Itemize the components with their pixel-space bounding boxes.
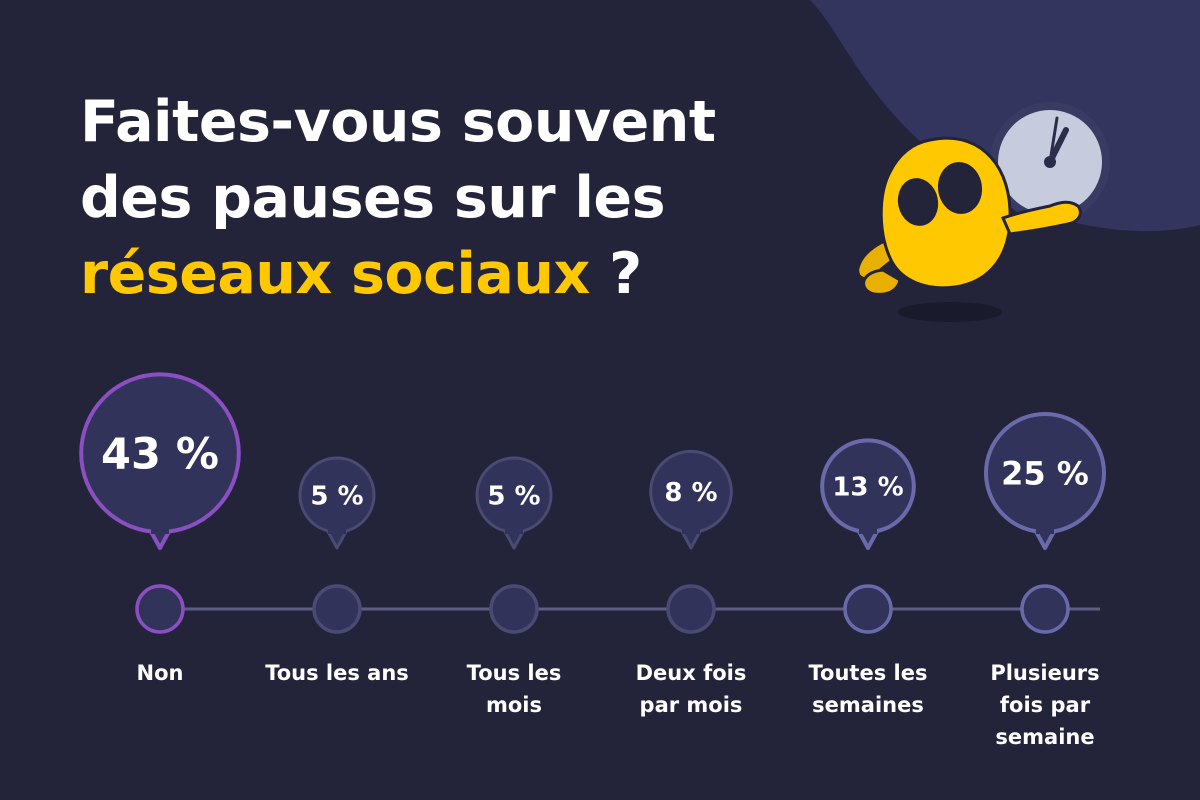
bubble-pointer-join [505,520,523,534]
category-label-line: Plusieurs [990,661,1100,685]
category-label-line: Toutes les [808,661,928,685]
category-label: Toutes les semaines [793,657,943,721]
yellow-ghost-mascot-icon [856,136,1082,296]
category-label-line: semaine [995,725,1095,749]
category-label-line: fois par [999,693,1091,717]
timeline-node [489,584,539,634]
value-label: 8 % [664,478,717,508]
value-label: 43 % [101,430,219,480]
title-suffix: ? [609,241,642,307]
category-label-line: semaines [812,693,924,717]
title-line-2: des pauses sur les [80,165,666,231]
category-label: Deux fois par mois [616,657,766,721]
value-label: 5 % [487,481,540,511]
category-label: Tous les ans [262,657,412,689]
bubble-pointer-join [151,520,169,534]
category-label-line: par mois [639,693,743,717]
category-label-line: Tous les ans [265,661,409,685]
category-label: Tous les mois [439,657,589,721]
title-line-1: Faites-vous souvent [80,89,716,155]
category-label: Non [85,657,235,689]
title-line-3: réseaux sociaux ? [80,236,716,312]
value-label: 5 % [310,481,363,511]
page-title: Faites-vous souvent des pauses sur les r… [80,84,716,312]
bubble-pointer-join [1036,520,1054,534]
timeline-node [1020,584,1070,634]
timeline-node [666,584,716,634]
category-label-line: Deux fois [635,661,747,685]
category-label: Plusieurs fois par semaine [970,657,1120,753]
bubble-pointer-join [859,520,877,534]
bubble-pointer-join [682,520,700,534]
mascot-shadow [898,302,1002,322]
clock-icon [990,102,1110,222]
category-label-line: mois [485,693,542,717]
title-highlight: réseaux sociaux [80,241,590,307]
value-label: 13 % [832,473,903,503]
category-label-line: Non [136,661,184,685]
value-label: 25 % [1001,455,1089,493]
timeline-node [135,584,185,634]
bubble-pointer-join [328,520,346,534]
timeline-node [843,584,893,634]
timeline-node [312,584,362,634]
category-label-line: Tous les [466,661,562,685]
